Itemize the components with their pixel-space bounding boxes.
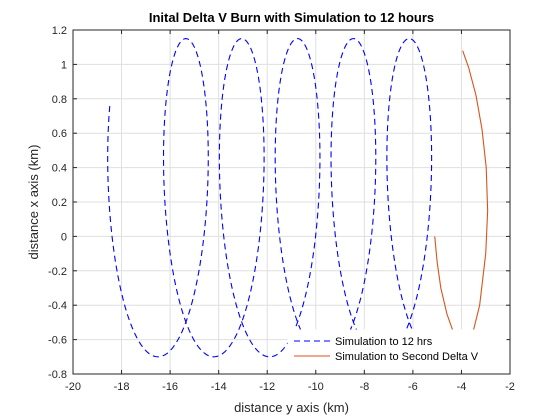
y-tick-label: 0 (61, 231, 67, 243)
x-tick-label: -4 (457, 381, 467, 393)
plot-series (107, 38, 489, 358)
grid (72, 29, 511, 375)
chart-title: Inital Delta V Burn with Simulation to 1… (149, 10, 434, 25)
x-tick-label: -12 (259, 381, 275, 393)
x-tick-label: -6 (408, 381, 418, 393)
ticks: -20 -18 -16 -14 -12 -10 -8 -6 -4 -2 -0.8 -0.6 -0.4 -0… (48, 25, 515, 393)
legend: Simulation to 12 hrs Simulation to Second… (287, 329, 507, 369)
y-axis-label: distance x axis (km) (26, 145, 41, 260)
y-tick-label: 1 (61, 59, 67, 71)
x-tick-label: -20 (65, 381, 81, 393)
x-tick-label: -8 (359, 381, 369, 393)
series-simulation-12hrs (107, 38, 438, 358)
y-tick-label: 1.2 (52, 25, 67, 37)
x-tick-label: -14 (211, 381, 227, 393)
x-tick-label: -2 (505, 381, 515, 393)
y-tick-label: -0.8 (48, 369, 67, 381)
x-tick-label: -18 (114, 381, 130, 393)
x-tick-label: -10 (308, 381, 324, 393)
legend-box (287, 329, 507, 369)
series-second-delta-v (434, 50, 489, 348)
y-tick-label: 0.4 (52, 163, 67, 175)
y-tick-label: -0.4 (48, 300, 67, 312)
y-tick-label: 0.2 (52, 197, 67, 209)
legend-label: Simulation to Second Delta V (335, 351, 479, 363)
y-tick-label: -0.6 (48, 335, 67, 347)
x-tick-label: -16 (162, 381, 178, 393)
y-tick-label: -0.2 (48, 266, 67, 278)
y-tick-label: 0.8 (52, 94, 67, 106)
y-tick-label: 0.6 (52, 128, 67, 140)
x-axis-label: distance y axis (km) (234, 400, 349, 415)
legend-label: Simulation to 12 hrs (335, 336, 433, 348)
